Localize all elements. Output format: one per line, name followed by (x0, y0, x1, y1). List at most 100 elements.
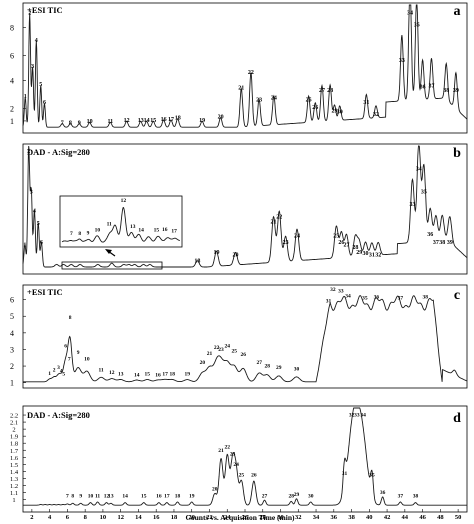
b-labels-label: 22 (276, 215, 282, 221)
panel-d-peak-label: 17 (164, 494, 170, 500)
panel-c-y-tick-label: 5 (10, 312, 14, 321)
panel-d-trace-label: DAD - A:Sig=280 (27, 410, 90, 420)
panel-c-y-axis: 1 2 3 4 5 6 (10, 296, 26, 388)
panel-d-x-tick-label: 4 (48, 514, 52, 521)
b-labels-label: 37 (433, 240, 439, 246)
b-labels-label: 1 (23, 242, 26, 248)
panel-d-x-tick-label: 14 (135, 514, 142, 521)
b-labels-label: 29 (356, 250, 362, 256)
panel-b-inset-label: 13 (130, 224, 136, 230)
panel-d-x-tick-label: 32 (295, 514, 302, 521)
panel-d-y-tick-label: 1.7 (10, 448, 19, 455)
panel-d-x-tick-label: 22 (206, 514, 213, 521)
panel-c-peak-label: 19 (185, 372, 191, 378)
panel-c-peak-label: 27 (256, 360, 262, 366)
panel-d-y-tick-label: 2.2 (10, 413, 18, 420)
panel-c-y-tick-label: 1 (10, 379, 14, 388)
panel-c-peak-label: 21 (207, 351, 213, 357)
panel-d-x-tick-label: 18 (171, 514, 178, 521)
panel-b-inset-arrow (105, 249, 116, 257)
panel-d-x-tick-label: 42 (384, 514, 391, 521)
a-labels-label: 35 (414, 22, 420, 28)
panel-c-peak-label: 12 (109, 370, 115, 376)
panel-d-peak-label: 30 (308, 494, 314, 500)
panel-c-peak-label: 34 (345, 294, 351, 300)
panel-d-peak-label: 25 (239, 472, 245, 478)
panel-d-peak-label: 20 (212, 487, 218, 493)
panel-c-peak-label: 29 (276, 365, 282, 371)
panel-d-peak-label: 24 (233, 462, 239, 468)
panel-c-peak-label: 20 (200, 360, 206, 366)
panel-b-inset-label: 8 (78, 231, 81, 237)
panel-d-y-tick-label: 2.1 (10, 420, 18, 427)
b-labels-label: 24 (294, 234, 300, 240)
panel-d-peak-label: 34 (360, 413, 366, 419)
panel-d-x-tick-label: 36 (331, 514, 338, 521)
panel-b-zoom-region (61, 261, 163, 270)
panel-c-peak-label: 35 (362, 295, 368, 301)
panel-c-peak-label: 36 (374, 295, 380, 301)
b-labels-label: 28 (352, 245, 358, 251)
panel-c-y-tick-label: 6 (10, 296, 14, 305)
b-labels-label: 18 (194, 259, 200, 265)
panel-d-y-tick-label: 1 (12, 497, 15, 504)
panel-c-peak-label: 16 (155, 373, 161, 379)
panel-b-inset-label: 11 (107, 222, 112, 228)
panel-d-peak-label: 23 (230, 451, 236, 457)
panel-b-inset-label: 15 (154, 228, 160, 234)
panel-c-peak-label: 23 (218, 347, 224, 353)
panel-c-y-tick-label: 2 (10, 362, 14, 371)
panel-c-trace (23, 295, 468, 383)
panel-d-peak-label: 14 (122, 494, 128, 500)
a-labels-label: 30 (337, 110, 343, 116)
panel-b-inset-label: 12 (121, 198, 127, 204)
b-labels-label: 33 (410, 202, 416, 208)
panel-d-letter: d (453, 411, 461, 426)
panel-c-letter: c (454, 288, 460, 303)
panel-d-peak-label: 12 (104, 494, 110, 500)
b-labels-label: 35 (421, 189, 427, 195)
panel-d-peak-label: 13 (108, 494, 114, 500)
b-labels-label: 5 (37, 221, 40, 227)
panel-d-x-tick-label: 8 (84, 514, 88, 521)
panel-a-trace-label: +ESI TIC (27, 5, 63, 15)
panel-c-y-tick-label: 3 (10, 345, 14, 354)
panel-d-peak-label: 35 (369, 472, 375, 478)
a-labels-label: 14 (144, 118, 150, 124)
panel-c-peak-label: 26 (240, 352, 246, 358)
panel-d-peak-label: 10 (88, 494, 94, 500)
panel-d-x-tick-label: 40 (366, 514, 373, 521)
panel-b-frame (22, 143, 468, 275)
panel-c-peak-label: 1 (48, 371, 51, 377)
a-labels-label: 39 (453, 88, 459, 94)
panel-d-y-tick-label: 1.3 (10, 476, 18, 483)
a-labels-label: 25 (306, 98, 312, 104)
panel-d-peak-label: 7 (66, 494, 69, 500)
panel-c-peak-label: 18 (169, 372, 175, 378)
panel-c-peak-label: 11 (98, 368, 103, 374)
b-labels-label: 23 (283, 240, 289, 246)
b-labels-label: 4 (33, 208, 36, 214)
panel-d-x-tick-label: 6 (66, 514, 70, 521)
panel-d-y-tick-label: 1.5 (10, 462, 18, 469)
panel-d-peak-label: 33 (354, 413, 360, 419)
panel-d-x-axis-label: Counts vs. Acquisition Time (min) (185, 513, 295, 522)
panel-d-x-tick-label: 38 (348, 514, 355, 521)
panel-a-trace (22, 4, 468, 128)
panel-d-peak-label: 15 (141, 494, 147, 500)
panel-d-peak-label: 19 (189, 494, 195, 500)
panel-c-peak-label: 8 (69, 315, 72, 321)
panel-c-peak-label: 5 (62, 372, 65, 378)
panel-c-peak-label: 25 (232, 348, 238, 354)
panel-d-x-tick-label: 30 (277, 514, 284, 521)
panel-c-peak-label: 6 (64, 344, 67, 350)
a-labels-label: 31 (363, 100, 369, 106)
panel-c-peak-label: 30 (294, 367, 300, 373)
panel-d-x-axis: 2 4 6 8 10 12 14 16 18 20 22 24 26 28 30 32 34 36 38 40 42 44… (30, 509, 461, 521)
panel-c-peak-label: 4 (60, 368, 63, 374)
